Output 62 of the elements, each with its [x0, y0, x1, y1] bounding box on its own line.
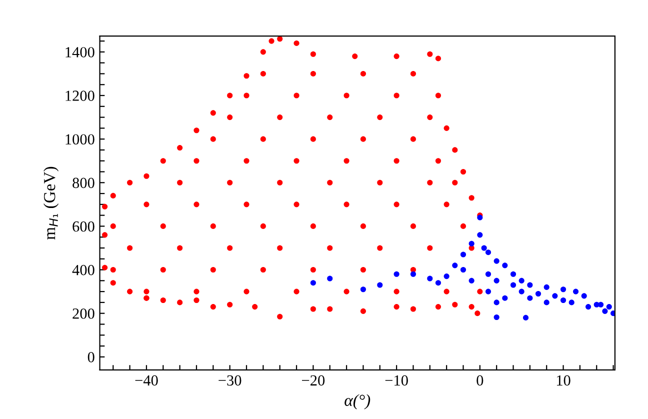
point: [572, 288, 579, 294]
point: [518, 278, 524, 284]
point: [468, 240, 474, 246]
point: [481, 245, 487, 251]
point: [606, 304, 612, 310]
point: [452, 262, 458, 268]
point: [477, 232, 483, 238]
point: [544, 300, 550, 306]
point: [460, 266, 466, 273]
y-axis-title: m$_{H₁}$ (GeV): [43, 166, 59, 240]
y-tick-label: 1200: [66, 90, 94, 101]
point: [581, 293, 587, 299]
point: [502, 262, 508, 268]
x-tick-label: −40: [135, 375, 158, 386]
point: [568, 300, 574, 306]
point: [494, 258, 500, 264]
point: [494, 314, 500, 320]
point: [610, 310, 615, 316]
point: [485, 288, 492, 294]
point: [410, 271, 416, 277]
point: [435, 280, 442, 286]
x-tick-label: −10: [385, 375, 408, 386]
point: [598, 302, 604, 308]
point: [310, 280, 316, 286]
y-tick-label: 1400: [66, 47, 94, 58]
point: [527, 295, 533, 301]
point: [394, 271, 400, 277]
point: [444, 274, 450, 280]
point: [360, 286, 366, 292]
y-tick-label: 600: [72, 221, 94, 232]
point: [552, 293, 558, 299]
point: [527, 282, 533, 288]
point: [510, 271, 516, 277]
y-tick-label: 200: [72, 308, 94, 319]
point: [560, 297, 566, 304]
point: [494, 300, 500, 306]
x-tick-label: 10: [556, 375, 570, 386]
y-tick-label: 0: [88, 352, 94, 362]
point: [535, 290, 542, 297]
point: [522, 314, 529, 320]
point: [377, 282, 383, 288]
point: [485, 250, 492, 256]
x-tick-label: −30: [218, 375, 242, 386]
point: [586, 304, 592, 310]
point: [427, 276, 433, 282]
point: [494, 278, 500, 284]
point: [560, 286, 566, 292]
point: [602, 308, 608, 314]
y-tick-label: 1000: [66, 134, 94, 145]
point: [485, 271, 492, 277]
point: [518, 288, 524, 294]
point: [460, 252, 466, 258]
y-tick-label: 400: [72, 264, 94, 276]
point: [468, 278, 474, 284]
x-tick-label: −20: [302, 375, 325, 386]
point: [502, 295, 508, 301]
point: [510, 282, 516, 288]
y-tick-label: 800: [72, 178, 94, 188]
x-tick-label: 0: [476, 375, 484, 386]
point: [544, 284, 550, 290]
x-axis-title: α(°): [344, 394, 370, 410]
point: [327, 276, 333, 282]
